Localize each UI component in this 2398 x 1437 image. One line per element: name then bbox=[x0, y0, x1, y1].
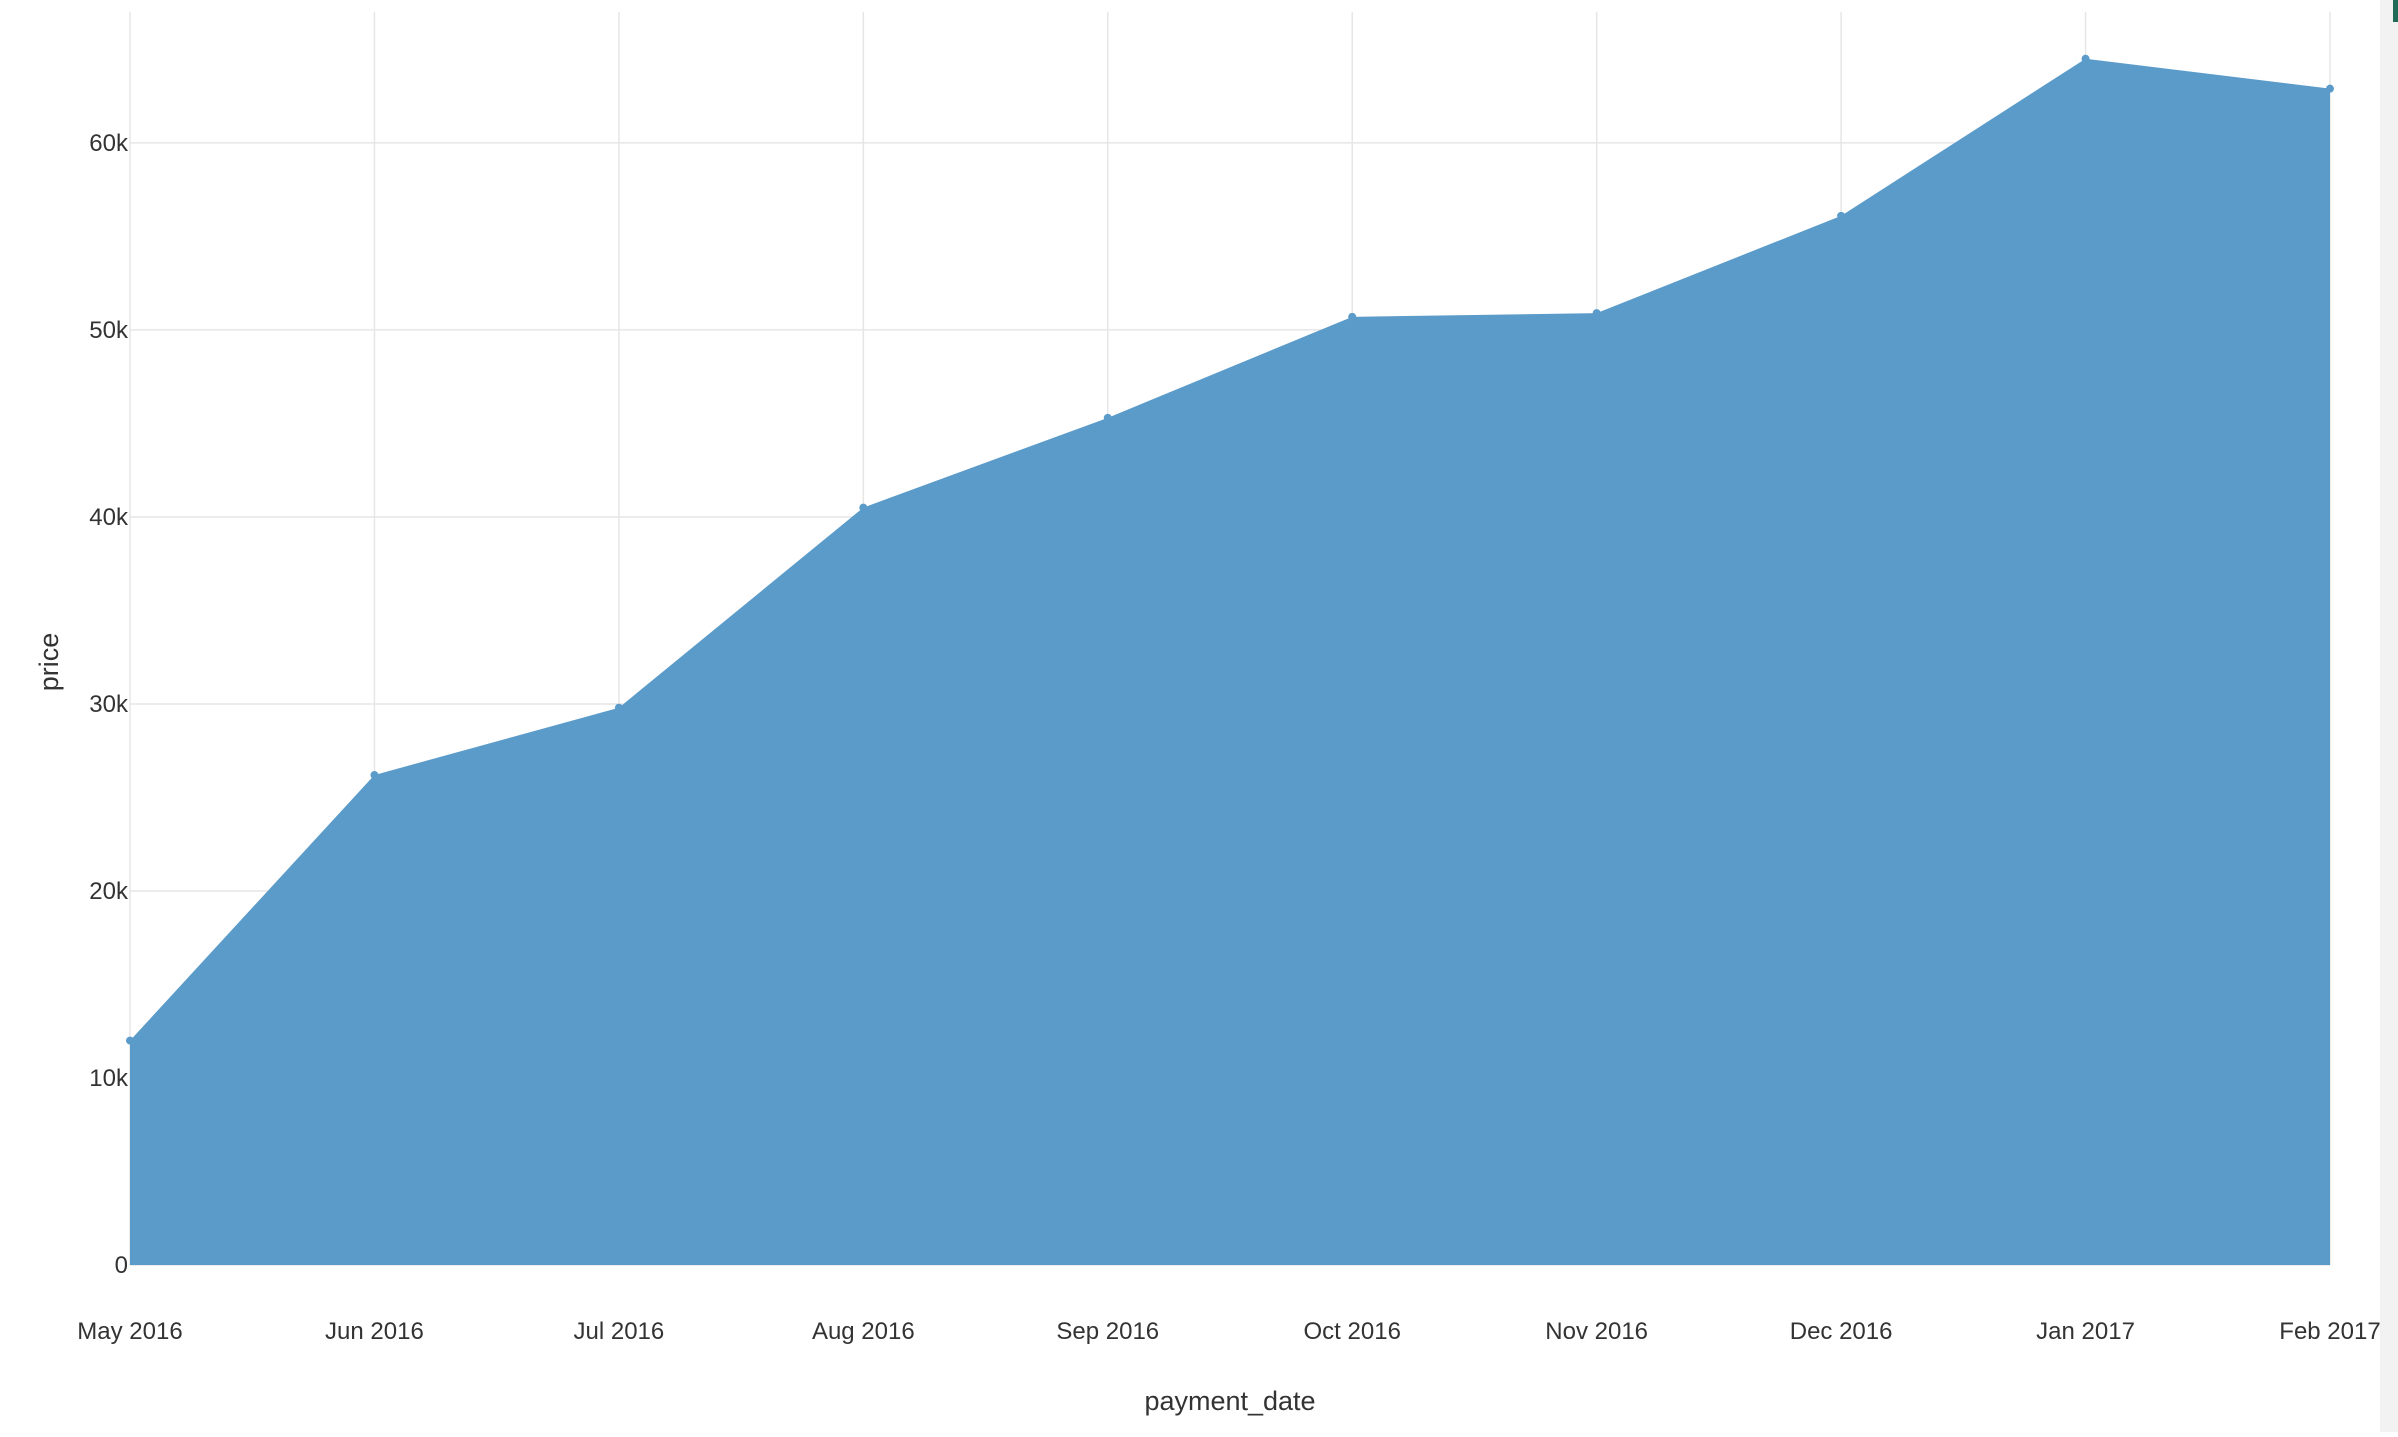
x-tick-label: Oct 2016 bbox=[1304, 1318, 1401, 1345]
y-tick-label: 20k bbox=[89, 878, 129, 905]
y-tick-label: 40k bbox=[89, 504, 129, 531]
data-point[interactable] bbox=[859, 503, 868, 512]
data-point[interactable] bbox=[1592, 309, 1601, 318]
data-point[interactable] bbox=[126, 1036, 134, 1045]
area-fill[interactable] bbox=[130, 58, 2330, 1265]
x-axis-ticks: May 2016 Jun 2016 Jul 2016 Aug 2016 Sep 2016… bbox=[77, 1318, 2380, 1345]
data-point[interactable] bbox=[2081, 54, 2090, 63]
x-axis-title: payment_date bbox=[1144, 1386, 1315, 1416]
x-tick-label: Jan 2017 bbox=[2036, 1318, 2135, 1345]
y-tick-label: 50k bbox=[89, 317, 129, 344]
scrollbar-thumb[interactable] bbox=[2393, 0, 2398, 22]
x-tick-label: Nov 2016 bbox=[1545, 1318, 1648, 1345]
data-point[interactable] bbox=[1348, 312, 1357, 321]
y-tick-label: 30k bbox=[89, 691, 129, 718]
x-tick-label: May 2016 bbox=[77, 1318, 182, 1345]
x-tick-label: Jun 2016 bbox=[325, 1318, 424, 1345]
y-axis-title: price bbox=[34, 633, 64, 692]
y-axis-ticks: 0 10k 20k 30k 40k 50k 60k bbox=[89, 130, 129, 1279]
data-point[interactable] bbox=[614, 703, 623, 712]
x-tick-label: Sep 2016 bbox=[1056, 1318, 1159, 1345]
y-tick-label: 0 bbox=[115, 1252, 128, 1279]
x-tick-label: Jul 2016 bbox=[574, 1318, 665, 1345]
data-point[interactable] bbox=[2326, 84, 2334, 93]
data-point[interactable] bbox=[1837, 211, 1846, 220]
data-point[interactable] bbox=[370, 771, 379, 780]
area-series bbox=[126, 54, 2334, 1265]
x-tick-label: Feb 2017 bbox=[2279, 1318, 2380, 1345]
y-tick-label: 60k bbox=[89, 130, 129, 157]
y-tick-label: 10k bbox=[89, 1065, 129, 1092]
scrollbar-track[interactable] bbox=[2380, 0, 2398, 1432]
x-tick-label: Aug 2016 bbox=[812, 1318, 915, 1345]
data-point[interactable] bbox=[1103, 413, 1112, 422]
x-tick-label: Dec 2016 bbox=[1790, 1318, 1893, 1345]
